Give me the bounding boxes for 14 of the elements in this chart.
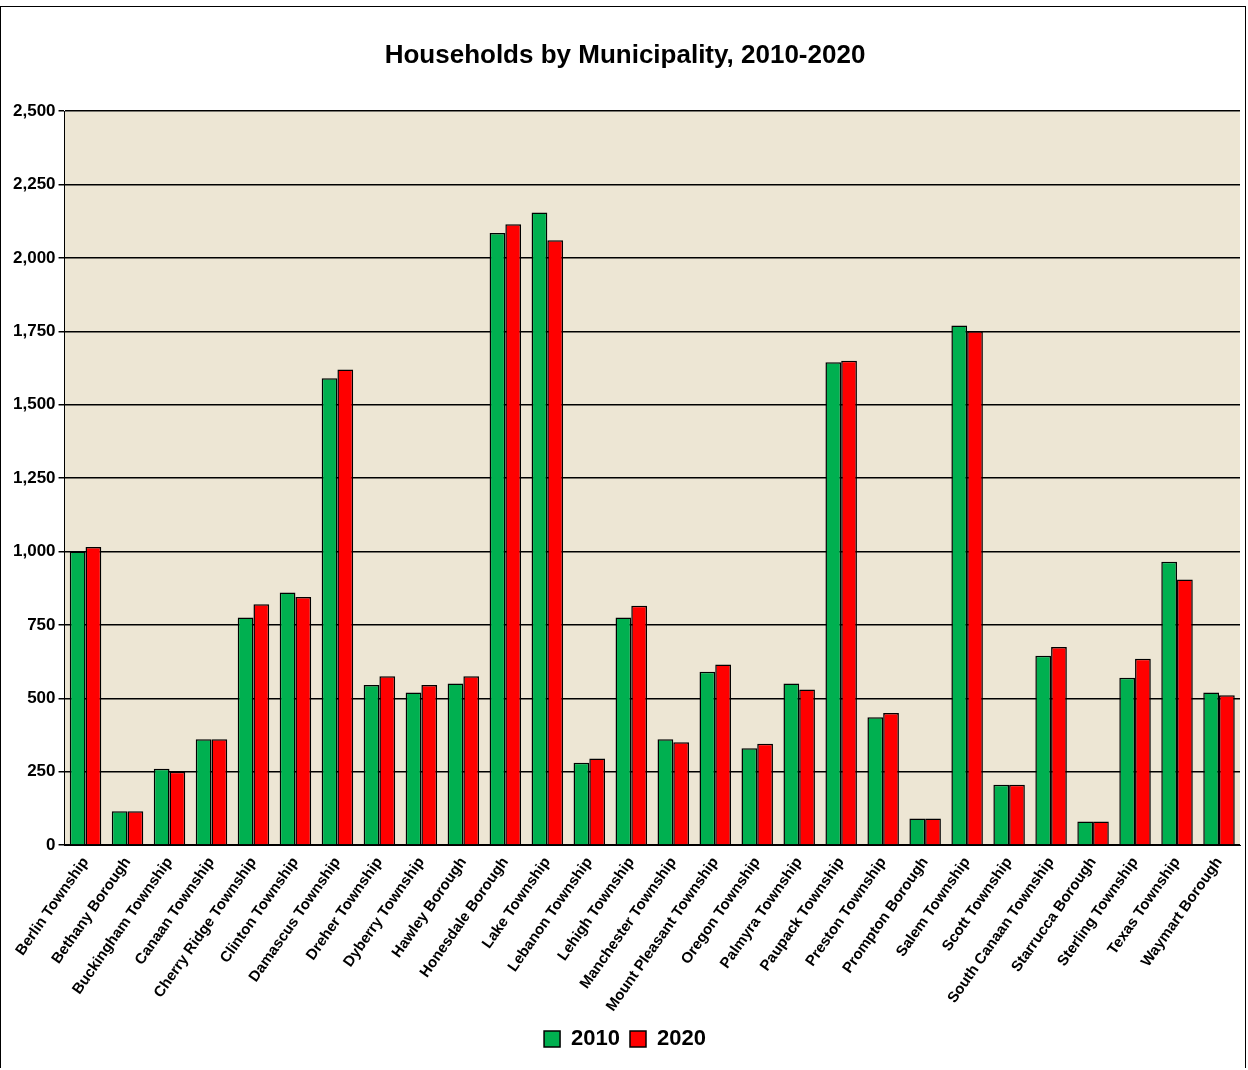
chart-title: Households by Municipality, 2010-2020 [384,38,866,69]
legend-label: 2010 [571,1025,621,1051]
y-tick-label: 2,000 [12,247,56,267]
y-tick-label: 1,750 [12,321,56,341]
y-tick-label: 0 [46,834,56,854]
y-tick-label: 1,500 [12,394,56,414]
y-tick-label: 1,250 [12,467,56,487]
y-tick-label: 2,250 [12,174,56,194]
legend-label: 2020 [657,1025,706,1051]
y-tick-label: 500 [27,687,56,707]
y-tick-label: 250 [27,761,56,781]
y-tick-label: 1,000 [12,541,56,561]
y-tick-label: 2,500 [12,100,56,120]
y-tick-label: 750 [27,614,56,634]
